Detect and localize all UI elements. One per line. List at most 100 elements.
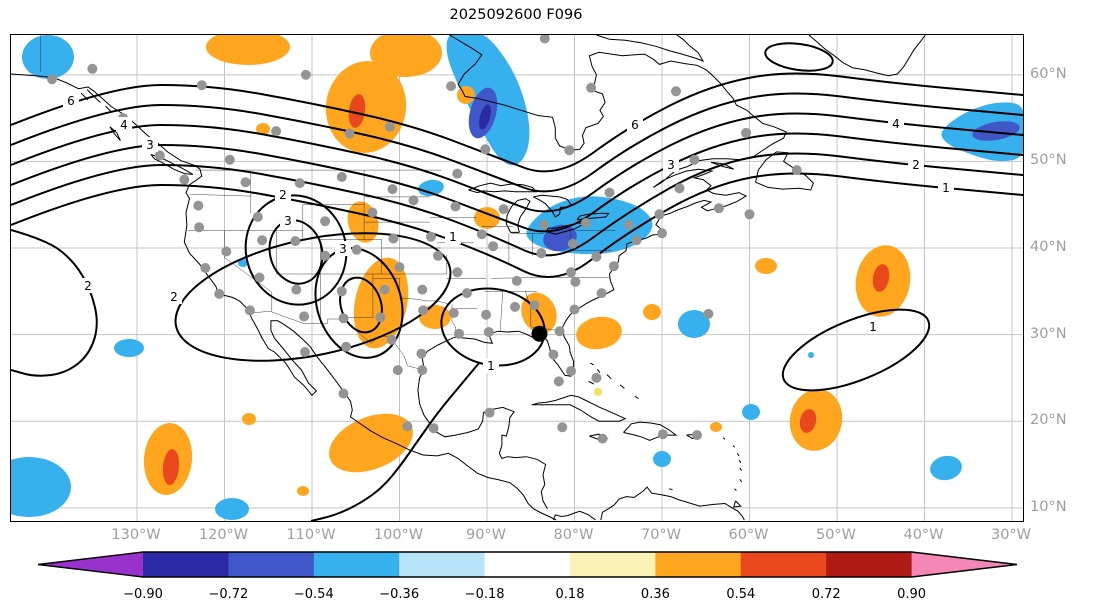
contour-line (339, 276, 383, 334)
contour-label-bg (116, 117, 132, 132)
station-dot (654, 209, 665, 220)
colorbar-segment (228, 552, 315, 577)
station-dot (418, 305, 429, 316)
colorbar-segment (740, 552, 827, 577)
anomaly-region (297, 486, 309, 496)
coastline (634, 395, 639, 400)
station-dot (196, 80, 207, 91)
station-dot (214, 288, 225, 299)
station-dot (47, 74, 58, 85)
station-dot (428, 423, 439, 434)
anomaly-region (710, 422, 722, 432)
anomaly-region (22, 35, 74, 79)
coastline (733, 500, 742, 508)
coastline (722, 437, 726, 440)
anomaly-region (653, 451, 671, 467)
station-dot (538, 219, 549, 230)
station-dot (692, 430, 702, 441)
contour-label: 2 (912, 158, 920, 172)
station-dot (244, 305, 255, 316)
anomaly-region (799, 409, 817, 433)
colorbar-tick-label: 0.72 (812, 587, 841, 602)
anomaly-region (872, 264, 890, 292)
contour-label-bg (627, 117, 643, 132)
station-dot (417, 365, 428, 376)
contour-label-bg (888, 116, 904, 131)
contour-label: 1 (942, 181, 950, 195)
x-tick-label: 30°W (990, 527, 1032, 543)
colorbar-segment (570, 552, 656, 577)
station-dot (290, 236, 301, 247)
station-dot (379, 284, 390, 295)
station-dot (567, 238, 578, 249)
contour-label: 3 (339, 242, 347, 256)
contour-label: 4 (120, 118, 128, 132)
station-dot (591, 251, 602, 262)
anomaly-region (256, 123, 270, 135)
anomaly-region (162, 449, 180, 485)
station-dot (657, 429, 668, 440)
anomaly-region (370, 35, 442, 77)
contour-line (781, 308, 931, 392)
contour-layer (11, 42, 1023, 521)
station-dot (586, 82, 597, 93)
station-dot (344, 128, 355, 139)
coastline (668, 488, 673, 491)
x-tick-label: 70°W (640, 527, 682, 543)
coastline (11, 73, 557, 521)
station-dot (402, 421, 413, 432)
station-dot (408, 195, 419, 206)
coastline (736, 453, 740, 457)
coastline (808, 35, 926, 77)
anomaly-region (114, 339, 144, 357)
contour-label-bg (275, 187, 291, 202)
contour-line (11, 229, 98, 377)
colorbar-tick-label: −0.54 (294, 587, 334, 602)
station-dot (294, 178, 305, 189)
station-dot (338, 313, 349, 324)
shaded-anomaly-layer (11, 35, 1023, 520)
map-panel: 6 4 3 2 2 2 3 3 1 1 6 3 4 2 1 1 (10, 34, 1024, 522)
station-dot (154, 150, 165, 161)
station-dot (498, 204, 509, 215)
station-dot (570, 276, 581, 287)
station-dot (580, 217, 591, 228)
anomaly-region (808, 352, 814, 358)
station-dot (452, 168, 463, 179)
station-dot (386, 334, 397, 345)
station-dot (367, 207, 378, 218)
colorbar-extend-low (38, 552, 143, 577)
coastline (739, 479, 743, 483)
colorbar-extend-high (911, 552, 1017, 577)
contour-line (11, 152, 1023, 257)
contour-label-bg (445, 229, 461, 244)
station-dot (433, 250, 443, 261)
contour-label-layer: 6 4 3 2 2 2 3 3 1 1 6 3 4 2 1 1 (63, 93, 954, 373)
station-dot (240, 177, 251, 188)
anomaly-region (576, 316, 622, 350)
coastline (576, 212, 610, 220)
contour-label-bg (483, 358, 499, 373)
state-border (190, 194, 251, 197)
colorbar-outline (37, 551, 1018, 578)
x-tick-label: 130°W (111, 527, 161, 543)
station-dot (336, 286, 347, 297)
anomaly-region (215, 498, 249, 520)
station-dot (320, 250, 331, 261)
contour-label: 4 (892, 117, 900, 131)
x-tick-label: 60°W (728, 527, 769, 543)
station-dot (671, 86, 681, 97)
station-dot (388, 233, 399, 244)
contour-line (11, 112, 1023, 213)
coastline (755, 151, 814, 191)
station-dot (336, 172, 347, 182)
anomaly-region (755, 258, 777, 274)
contour-label: 3 (284, 214, 292, 228)
anomaly-region (11, 457, 71, 517)
colorbar-tick-label: −0.18 (465, 587, 505, 602)
station-dot (252, 211, 263, 222)
y-tick-label: 50°N (1030, 152, 1067, 169)
state-border (399, 298, 448, 304)
coastline (590, 362, 595, 366)
